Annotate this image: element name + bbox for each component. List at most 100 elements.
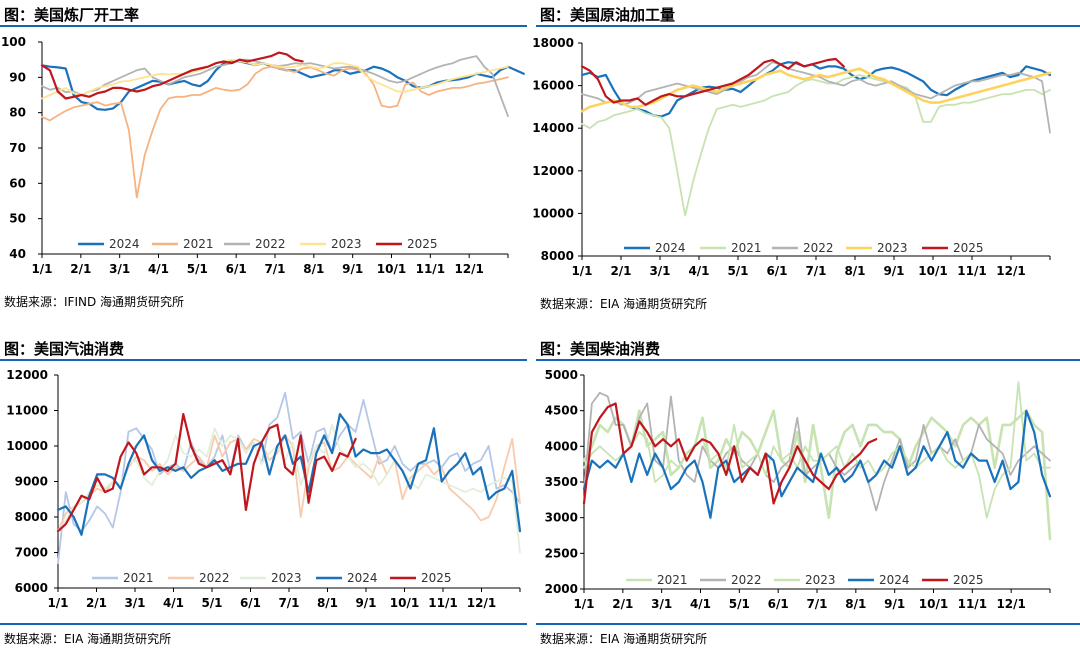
x-tick-label: 4/1 [690,597,711,611]
y-tick-label: 90 [9,70,26,84]
legend-label-2025: 2025 [421,571,452,585]
series-line-2021 [41,65,509,199]
x-tick-label: 6/1 [226,262,247,276]
x-tick-label: 8/1 [845,597,866,611]
y-tick-label: 2000 [545,582,578,596]
y-tick-label: 10000 [6,439,48,453]
x-tick-label: 6/1 [768,597,789,611]
legend-label-2023: 2023 [805,573,836,587]
legend-label-2022: 2022 [731,573,762,587]
x-tick-label: 7/1 [805,264,826,278]
x-tick-label: 3/1 [649,264,670,278]
legend-label-2021: 2021 [657,573,688,587]
legend-label-2024: 2024 [109,237,140,251]
x-tick-label: 10/1 [377,262,406,276]
series-line-2023 [41,58,509,100]
legend-label-2021: 2021 [123,571,154,585]
series-line-2025 [40,51,304,100]
y-tick-label: 7000 [15,546,48,560]
series-line-2022 [581,61,1051,134]
y-tick-label: 4000 [545,439,578,453]
legend-label-2025: 2025 [953,241,984,255]
x-tick-label: 5/1 [727,264,748,278]
x-tick-label: 8/1 [844,264,865,278]
panel-title: 图：美国原油加工量 [540,6,676,24]
legend-label-2022: 2022 [199,571,230,585]
x-tick-label: 7/1 [278,596,299,610]
panel-title: 图：美国炼厂开工率 [4,6,140,24]
x-tick-label: 7/1 [806,597,827,611]
x-tick-label: 4/1 [688,264,709,278]
data-source: 数据来源：EIA 海通期货研究所 [540,632,708,646]
series-line-2024 [56,413,522,536]
y-tick-label: 14000 [532,121,574,135]
series-line-2022 [57,434,521,533]
x-tick-label: 12/1 [996,264,1025,278]
panel-title: 图：美国汽油消费 [4,340,125,358]
series-line-2025 [582,402,878,505]
y-tick-label: 8000 [541,249,574,263]
x-tick-label: 4/1 [163,596,184,610]
legend-label-2023: 2023 [271,571,302,585]
y-tick-label: 9000 [15,475,48,489]
x-tick-label: 7/1 [264,262,285,276]
x-tick-label: 4/1 [148,262,169,276]
y-tick-label: 12000 [532,164,574,178]
series-line-2024 [582,409,1052,519]
x-tick-label: 11/1 [958,597,987,611]
x-tick-label: 1/1 [47,596,68,610]
y-tick-label: 100 [1,35,26,49]
title-rule [536,359,1080,361]
y-tick-label: 6000 [15,581,48,595]
x-tick-label: 8/1 [317,596,338,610]
x-tick-label: 10/1 [919,597,948,611]
x-tick-label: 12/1 [467,596,496,610]
x-tick-label: 9/1 [342,262,363,276]
panel-title: 图：美国柴油消费 [540,340,661,358]
series-line-2021 [57,391,521,564]
title-rule [0,25,527,27]
x-tick-label: 11/1 [957,264,986,278]
data-source: 数据来源：IFIND 海通期货研究所 [4,295,185,309]
x-tick-label: 9/1 [883,264,904,278]
x-tick-label: 5/1 [201,596,222,610]
x-tick-label: 9/1 [884,597,905,611]
y-tick-label: 8000 [15,510,48,524]
legend-label-2023: 2023 [877,241,908,255]
x-tick-label: 1/1 [31,262,52,276]
x-tick-label: 5/1 [187,262,208,276]
x-tick-label: 3/1 [109,262,130,276]
x-tick-label: 2/1 [86,596,107,610]
title-rule [536,25,1080,27]
y-tick-label: 5000 [545,368,578,382]
y-tick-label: 60 [9,176,26,190]
x-tick-label: 5/1 [729,597,750,611]
data-source: 数据来源：EIA 海通期货研究所 [540,297,708,311]
x-tick-label: 10/1 [390,596,419,610]
y-tick-label: 40 [9,247,26,261]
y-tick-label: 3000 [545,511,578,525]
legend-label-2025: 2025 [953,573,984,587]
data-source: 数据来源：EIA 海通期货研究所 [4,632,172,646]
x-tick-label: 3/1 [651,597,672,611]
legend-label-2022: 2022 [255,237,286,251]
legend-label-2021: 2021 [183,237,214,251]
x-tick-label: 6/1 [766,264,787,278]
legend-label-2025: 2025 [407,237,438,251]
series-line-2025 [56,413,357,533]
series-line-2025 [580,57,845,106]
y-tick-label: 16000 [532,79,574,93]
y-tick-label: 70 [9,141,26,155]
legend-label-2021: 2021 [731,241,762,255]
x-tick-label: 9/1 [355,596,376,610]
series-line-2023 [580,67,1052,113]
y-tick-label: 2500 [545,546,578,560]
legend-label-2022: 2022 [803,241,834,255]
legend-label-2023: 2023 [331,237,362,251]
series-line-2023 [583,381,1051,519]
bottom-rule [536,623,1080,625]
bottom-rule [0,623,527,625]
x-tick-label: 2/1 [610,264,631,278]
